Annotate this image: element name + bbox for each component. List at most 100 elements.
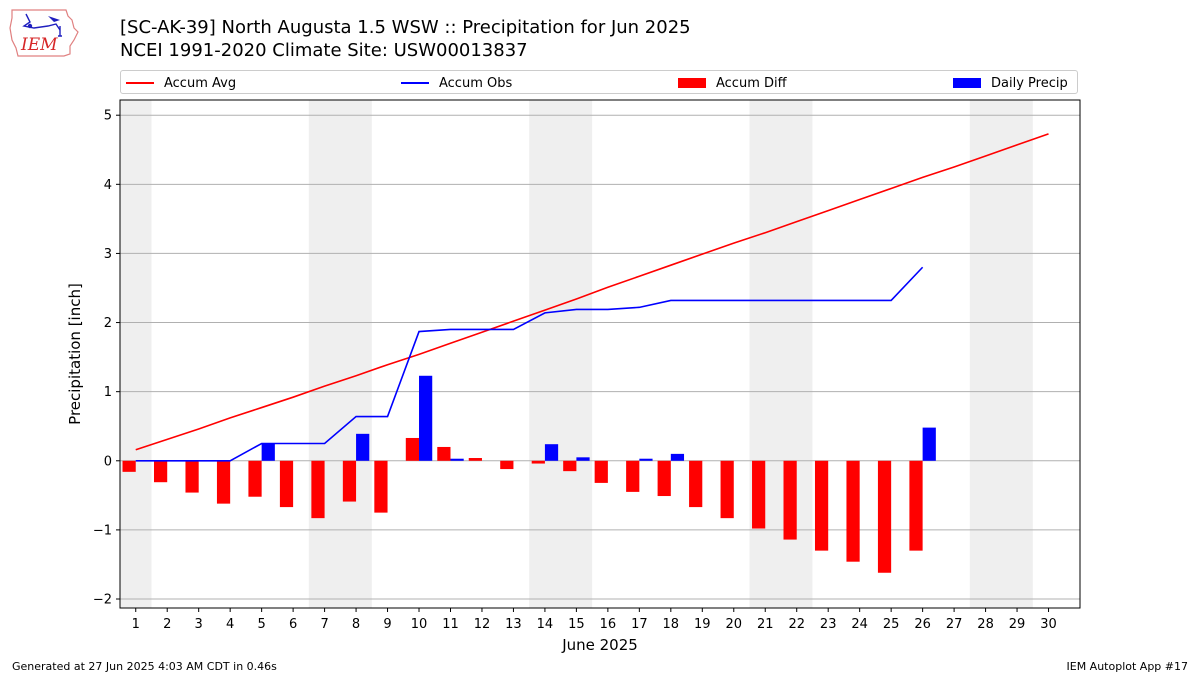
x-tick-label: 23 [820, 617, 837, 632]
logo-text: IEM [20, 35, 58, 55]
generated-timestamp: Generated at 27 Jun 2025 4:03 AM CDT in … [12, 660, 277, 673]
accum-diff-bar [626, 460, 640, 492]
app-credit: IEM Autoplot App #17 [1066, 660, 1189, 673]
x-tick-label: 6 [289, 617, 297, 632]
iem-logo: IEM [8, 6, 80, 60]
x-tick-label: 7 [320, 617, 328, 632]
legend-item-accum-avg: Accum Avg [126, 74, 236, 92]
legend: Accum Avg Accum Obs Accum Diff Daily Pre… [120, 70, 1078, 94]
plot-frame [119, 99, 1081, 609]
x-tick-label: 26 [914, 617, 931, 632]
daily-precip-bar [639, 458, 653, 461]
accum-diff-bar [342, 460, 357, 502]
x-tick-label: 5 [257, 617, 265, 632]
accum-diff-bar [752, 460, 766, 529]
iowa-state-outline-icon: IEM [9, 9, 79, 57]
x-tick-label: 30 [1040, 617, 1057, 632]
legend-item-accum-diff: Accum Diff [678, 74, 787, 92]
accum-diff-bar [279, 460, 294, 508]
y-tick-label: −2 [93, 593, 112, 608]
accum-diff-bar [783, 460, 797, 540]
x-tick-label: 24 [851, 617, 868, 632]
y-tick-label: 1 [104, 385, 112, 400]
accum-diff-bar [846, 460, 860, 562]
accum-diff-bar [689, 460, 703, 508]
x-tick-label: 11 [442, 617, 459, 632]
y-axis-label: Precipitation [inch] [66, 283, 84, 425]
x-axis-label: June 2025 [561, 636, 638, 654]
weekend-shade [308, 100, 372, 608]
x-tick-label: 3 [195, 617, 203, 632]
daily-precip-bar [261, 443, 275, 461]
y-tick-label: 4 [104, 178, 112, 193]
y-tick-label: −1 [93, 523, 112, 538]
x-tick-label: 12 [474, 617, 491, 632]
accum-diff-bar [437, 446, 451, 461]
legend-label-accum-obs: Accum Obs [439, 75, 513, 91]
x-tick-label: 1 [132, 617, 140, 632]
legend-swatch-accum-avg [126, 82, 154, 84]
daily-precip-bar [922, 427, 936, 461]
daily-precip-bar [576, 457, 590, 461]
y-tick-label: 5 [104, 109, 112, 124]
x-tick-label: 29 [1009, 617, 1026, 632]
x-tick-label: 8 [352, 617, 360, 632]
chart-title: [SC-AK-39] North Augusta 1.5 WSW :: Prec… [120, 17, 691, 38]
accum-diff-bar [500, 460, 514, 470]
x-tick-label: 16 [600, 617, 617, 632]
daily-precip-bar [356, 433, 370, 461]
x-tick-label: 28 [977, 617, 994, 632]
y-tick-label: 3 [104, 247, 112, 262]
accum-obs-line [135, 266, 924, 462]
x-tick-label: 25 [883, 617, 900, 632]
weekend-shade [120, 100, 152, 608]
x-tick-label: 10 [411, 617, 428, 632]
accum-avg-line [135, 133, 1049, 451]
accum-diff-bar [909, 460, 923, 551]
x-tick-label: 21 [757, 617, 774, 632]
weekend-shade [969, 100, 1033, 608]
accum-diff-bar [531, 460, 545, 464]
x-tick-label: 4 [226, 617, 234, 632]
y-tick-label: 2 [104, 316, 112, 331]
accum-diff-bar [185, 460, 199, 493]
x-tick-label: 20 [725, 617, 742, 632]
legend-swatch-daily-precip [953, 78, 981, 88]
accum-diff-bar [311, 460, 325, 519]
x-tick-label: 13 [505, 617, 522, 632]
daily-precip-bar [450, 458, 464, 461]
accum-diff-bar [877, 460, 892, 573]
x-tick-label: 15 [568, 617, 585, 632]
accum-diff-bar [374, 460, 388, 513]
x-tick-label: 18 [663, 617, 680, 632]
x-tick-label: 14 [537, 617, 554, 632]
chart-subtitle: NCEI 1991-2020 Climate Site: USW00013837 [120, 40, 528, 61]
accum-diff-bar [720, 460, 734, 519]
accum-diff-bar [405, 437, 420, 461]
accum-diff-bar [657, 460, 671, 497]
accum-diff-bar [153, 460, 168, 483]
y-tick-label: 0 [104, 454, 112, 469]
legend-label-daily-precip: Daily Precip [991, 75, 1068, 91]
legend-swatch-accum-obs [401, 82, 429, 84]
daily-precip-bar [419, 375, 433, 461]
legend-swatch-accum-diff [678, 78, 706, 88]
legend-label-accum-avg: Accum Avg [164, 75, 237, 91]
daily-precip-bar [544, 444, 559, 461]
x-tick-label: 9 [383, 617, 391, 632]
accum-diff-bar [248, 460, 262, 497]
weekend-shade [529, 100, 593, 608]
x-tick-label: 17 [631, 617, 648, 632]
accum-diff-bar [563, 460, 577, 472]
x-tick-label: 2 [163, 617, 171, 632]
x-tick-label: 22 [788, 617, 805, 632]
legend-item-daily-precip: Daily Precip [953, 74, 1068, 92]
daily-precip-bar [670, 453, 685, 461]
weekend-shade [749, 100, 813, 608]
accum-diff-bar [122, 460, 136, 472]
accum-diff-bar [468, 458, 482, 461]
accum-diff-bar [814, 460, 829, 551]
accum-diff-bar [594, 460, 608, 483]
legend-label-accum-diff: Accum Diff [716, 75, 787, 91]
